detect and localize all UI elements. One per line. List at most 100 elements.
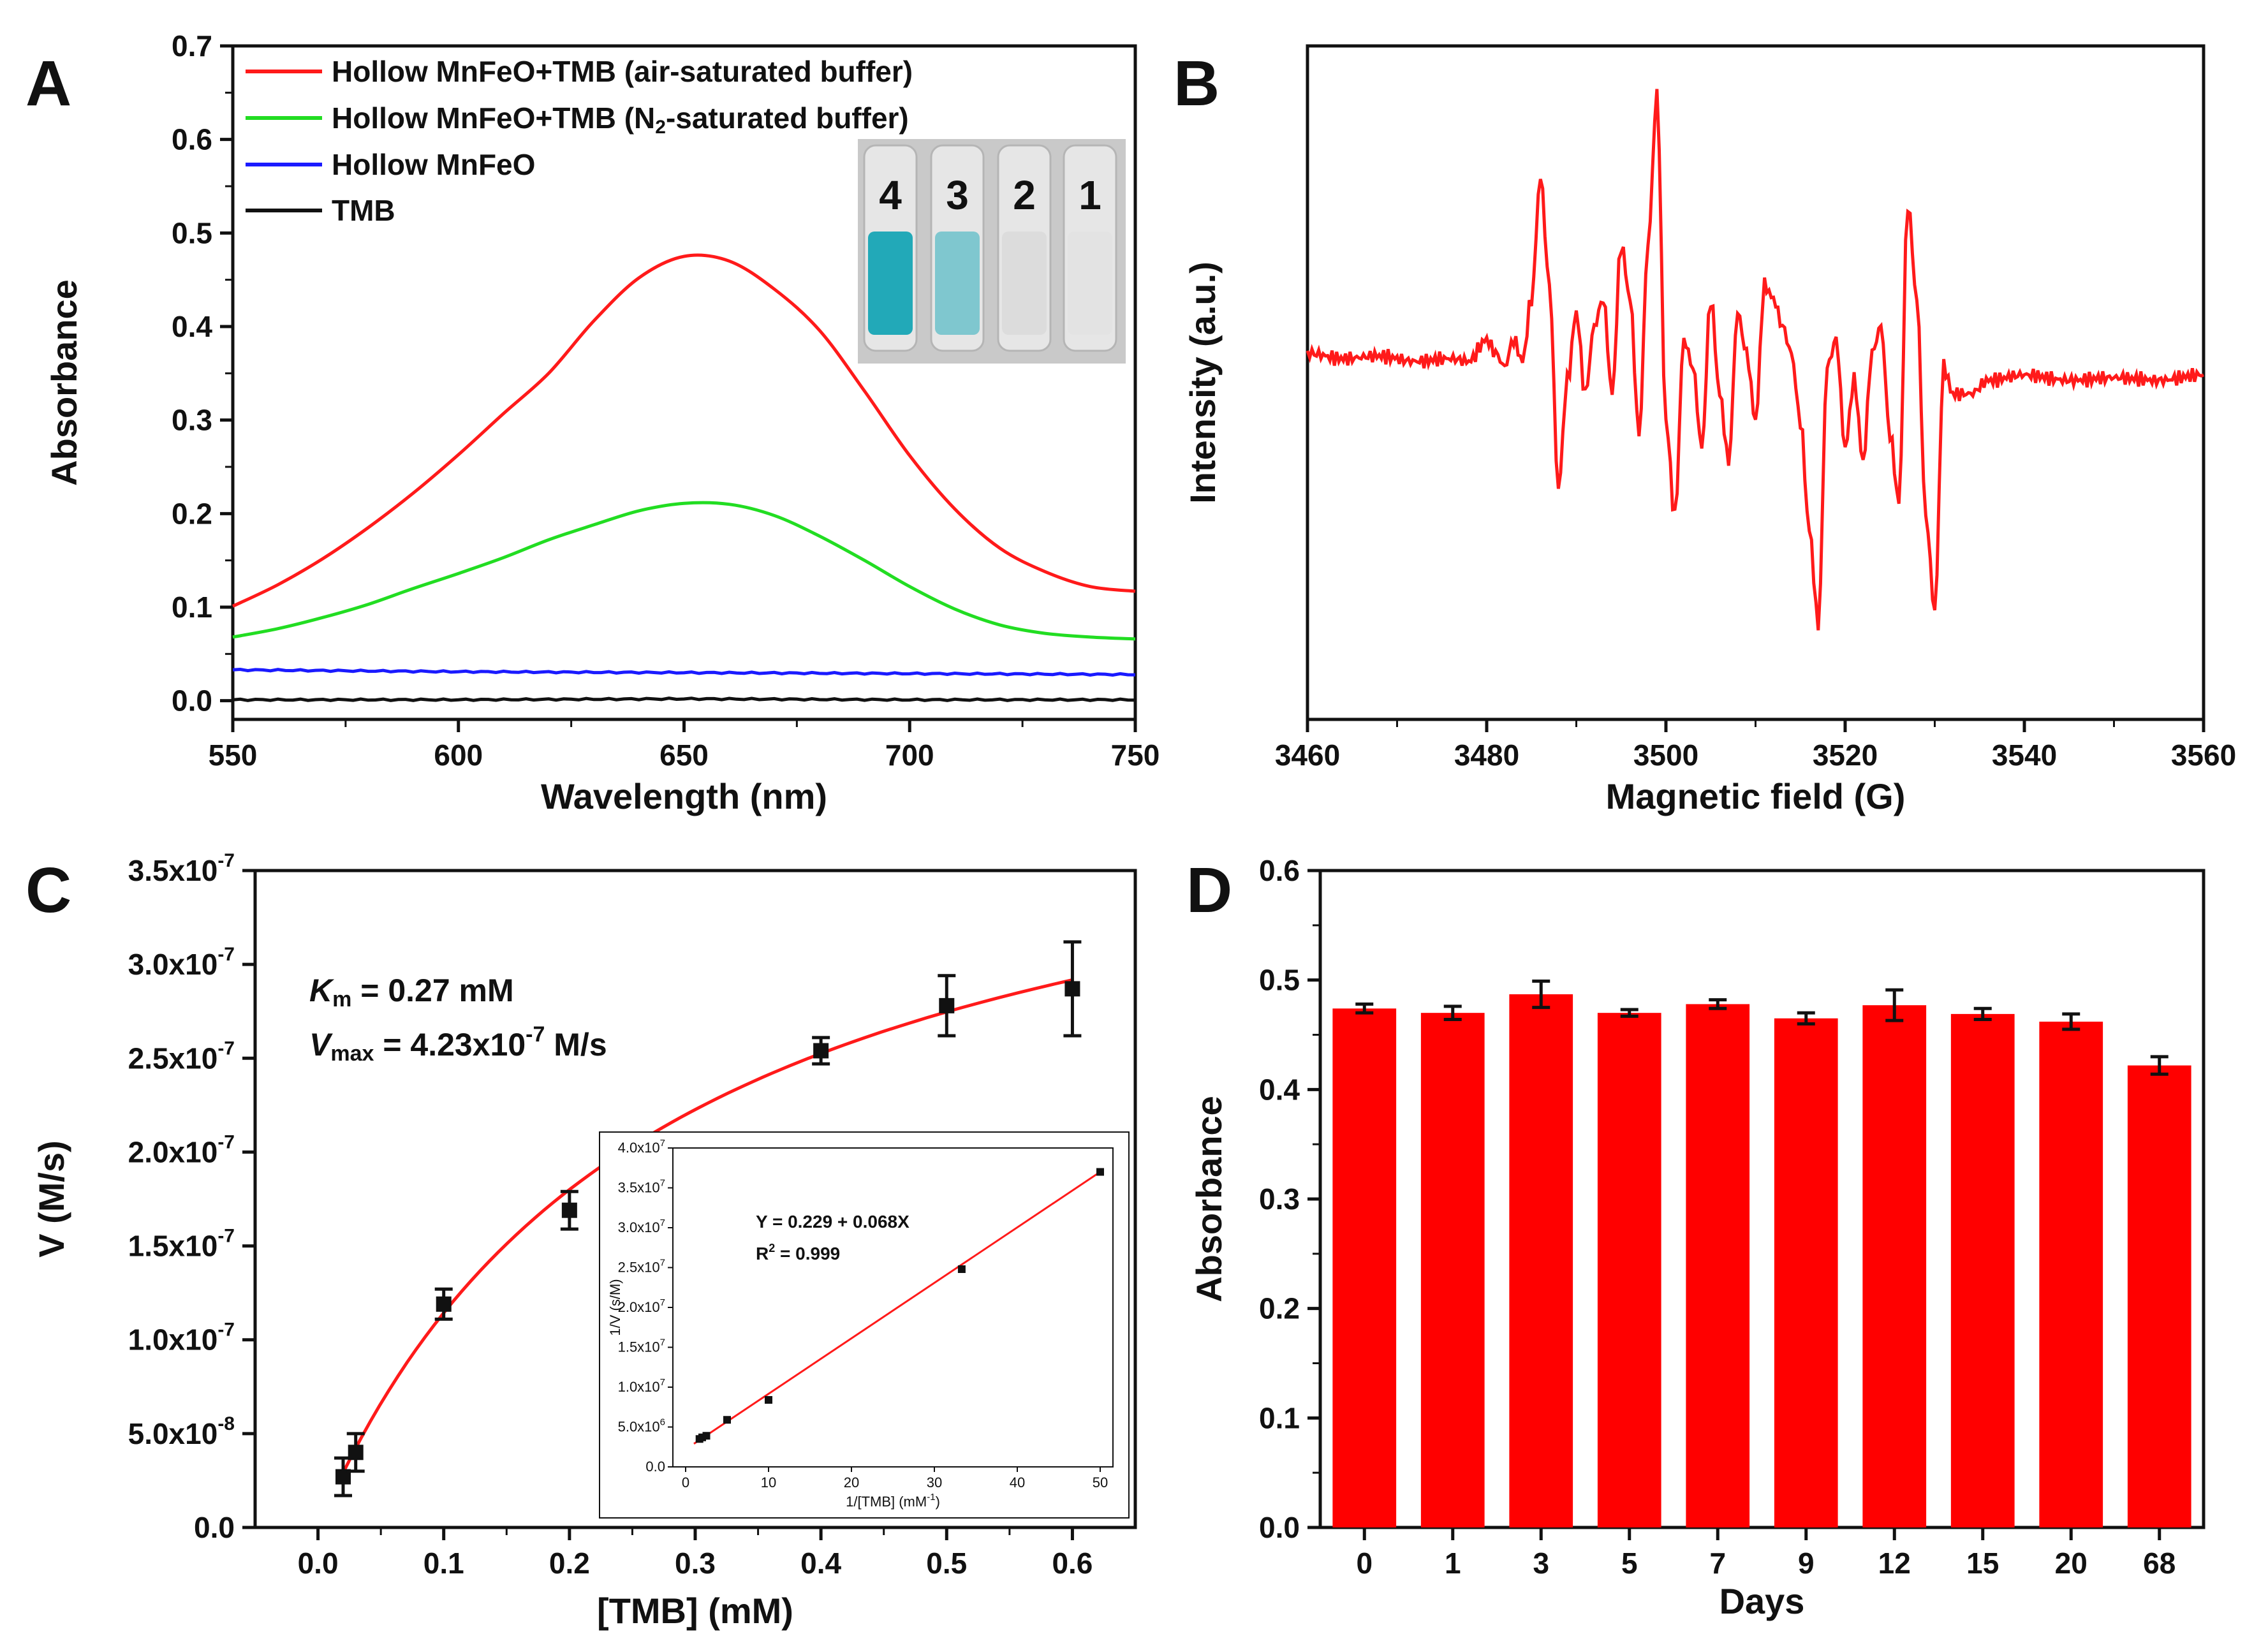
inset-xlabel-exp: -1 [927,1492,935,1503]
km-annotation: Km = 0.27 mM [309,973,514,1012]
inset-r2: R2 = 0.999 [756,1242,840,1263]
legend-subscript: 2 [655,117,666,138]
y-tick-label: 3.0x10-7 [128,944,235,981]
vial-number-label: 3 [946,172,969,218]
x-tick-label: 600 [434,739,483,772]
y-axis-title: Absorbance [44,279,84,486]
inset-y-exponent: 7 [660,1138,665,1149]
bar [1686,1004,1750,1527]
x-tick-label: 3500 [1633,739,1698,772]
vial-liquid [1068,232,1112,335]
y-tick-label: 0.4 [1259,1073,1300,1106]
x-tick-label: 3460 [1275,739,1340,772]
x-tick-label: 3540 [1992,739,2057,772]
y-tick-label: 0.0 [194,1511,235,1544]
inset-data-point [702,1432,711,1440]
inset-y-mantissa: 0.0 [645,1459,665,1475]
y-tick-label: 5.0x10-8 [128,1413,235,1450]
y-tick-label: 0.2 [172,497,212,530]
y-tick-label: 0.5 [172,216,212,249]
vial-liquid [935,232,980,335]
legend-entry-1: Hollow MnFeO+TMB (N2-saturated buffer) [332,101,909,138]
km-value: = 0.27 mM [351,973,513,1008]
legend-text: TMB [332,194,395,227]
y-tick-label: 0.3 [1259,1182,1300,1216]
legend-entry-2: Hollow MnFeO [332,148,535,181]
inset-r2-exp: 2 [769,1242,775,1254]
x-tick-label: 650 [659,739,709,772]
y-tick-mantissa: 3.0x10 [128,948,218,981]
inset-y-exponent: 6 [660,1417,665,1428]
y-tick-mantissa: 3.5x10 [128,854,218,887]
bar [1862,1005,1927,1527]
data-point [813,1043,829,1059]
panel-label-c: C [26,855,71,926]
y-tick-mantissa: 1.5x10 [128,1230,218,1263]
y-tick-label: 0.3 [172,404,212,437]
x-tick-label: 12 [1878,1547,1911,1580]
x-tick-label: 3 [1533,1547,1549,1580]
vial-number-label: 2 [1013,172,1036,218]
x-tick-label: 0.2 [549,1547,590,1580]
inset-data-point [957,1265,966,1273]
legend-text: Hollow MnFeO [332,148,535,181]
x-tick-label: 0.6 [1052,1547,1093,1580]
inset-y-mantissa: 2.0x10 [618,1299,660,1315]
x-tick-label: 750 [1111,739,1160,772]
series-line-2 [232,667,1136,677]
data-point [1064,981,1080,997]
y-tick-mantissa: 2.0x10 [128,1135,218,1168]
x-axis-title: [TMB] (mM) [597,1591,793,1631]
panel-b-epr-spectrum: 3460 3480 3500 3520 3540 3560 Magnetic field (… [1182,44,2236,816]
y-tick-label: 1.5x10-7 [128,1226,235,1263]
y-tick-label: 3.5x10-7 [128,850,235,887]
vial-liquid [868,232,913,335]
inset-x-tick-label: 50 [1093,1475,1108,1490]
series-line-1 [232,501,1136,641]
legend-text: Hollow MnFeO+TMB (N [332,101,655,135]
inset-x-tick-label: 40 [1010,1475,1025,1490]
inset-x-tick-label: 0 [682,1475,689,1490]
x-tick-label: 0.4 [800,1547,841,1580]
km-symbol: K [309,973,335,1008]
epr-spectrum-line [1306,89,2204,631]
y-tick-label: 1.0x10-7 [128,1320,235,1357]
y-tick-label: 0.0 [172,684,212,717]
y-tick-label: 0.5 [1259,964,1300,997]
y-tick-label: 2.0x10-7 [128,1131,235,1168]
vmax-value: = 4.23x10 [374,1027,526,1063]
inset-y-mantissa: 3.5x10 [618,1180,660,1196]
x-tick-label: 700 [885,739,934,772]
vmax-unit: M/s [545,1027,607,1063]
y-axis-title: Absorbance [1189,1096,1229,1302]
inset-x-tick-label: 20 [844,1475,859,1490]
inset-data-point [765,1396,772,1404]
series-line-3 [232,696,1136,702]
x-axis-title: Wavelength (nm) [541,776,827,816]
y-tick-mantissa: 2.5x10 [128,1041,218,1075]
inset-frame [599,1131,1130,1519]
inset-xlabel-text: 1/[TMB] (mM [846,1494,927,1510]
vial-liquid [1002,232,1047,335]
y-tick-label: 2.5x10-7 [128,1038,235,1075]
x-tick-label: 1 [1445,1547,1461,1580]
bar [1597,1013,1661,1527]
x-tick-label: 0.1 [423,1547,464,1580]
x-tick-label: 5 [1621,1547,1638,1580]
legend-entry-0: Hollow MnFeO+TMB (air-saturated buffer) [332,55,913,88]
km-subscript: m [332,987,351,1012]
inset-x-tick-label: 30 [927,1475,942,1490]
bar [1509,994,1573,1527]
inset-y-exponent: 7 [660,1218,665,1228]
y-tick-label: 0.1 [1259,1401,1300,1434]
y-tick-exponent: -8 [217,1413,235,1434]
inset-x-tick-label: 10 [761,1475,776,1490]
vial-number-label: 4 [879,172,902,218]
x-tick-label: 3560 [2171,739,2236,772]
inset-y-tick-label: 4.0x107 [618,1138,665,1156]
bar [2039,1021,2103,1527]
inset-r2-value: = 0.999 [775,1244,840,1263]
x-tick-label: 550 [209,739,258,772]
inset-y-tick-label: 1.0x107 [618,1377,665,1395]
